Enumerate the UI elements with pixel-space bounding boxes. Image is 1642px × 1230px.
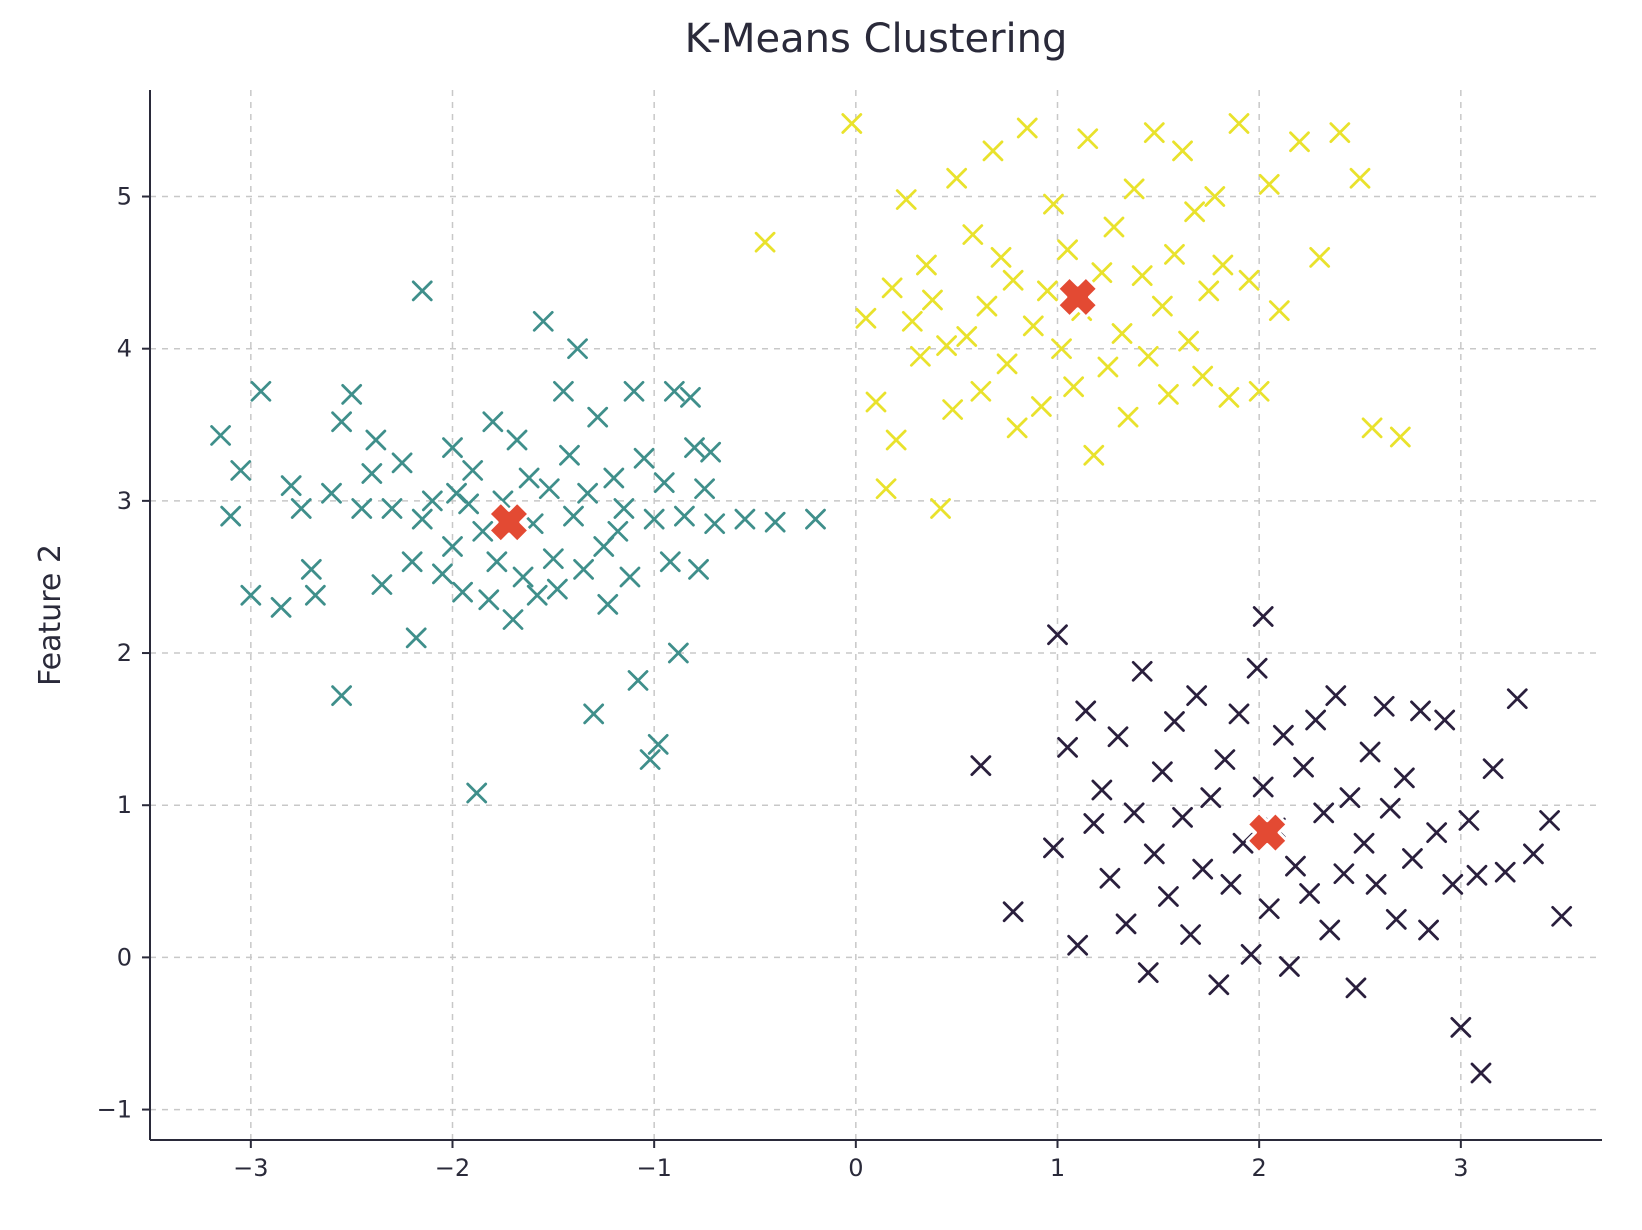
x-tick-label: 0 [848,1154,863,1182]
y-tick-label: 4 [117,335,132,363]
chart-svg: −3 −2 −1 0 1 2 3 −1 0 1 2 3 4 5 Feature 2 K-Means Clust… [0,0,1642,1230]
y-tick-label: 0 [117,943,132,971]
y-tick-label: 1 [117,791,132,819]
x-tick-label: 2 [1252,1154,1267,1182]
x-tick-label: 1 [1050,1154,1065,1182]
chart-title: K-Means Clustering [685,16,1068,62]
y-tick-label: 3 [117,487,132,515]
y-tick-label: 2 [117,639,132,667]
y-tick-label: −1 [97,1096,132,1124]
x-tick-label: −2 [435,1154,470,1182]
y-axis-label: Feature 2 [33,544,68,686]
x-tick-label: −3 [233,1154,268,1182]
kmeans-scatter-chart: −3 −2 −1 0 1 2 3 −1 0 1 2 3 4 5 Feature 2 K-Means Clust… [0,0,1642,1230]
y-tick-label: 5 [117,183,132,211]
x-tick-label: 3 [1453,1154,1468,1182]
x-tick-label: −1 [636,1154,671,1182]
